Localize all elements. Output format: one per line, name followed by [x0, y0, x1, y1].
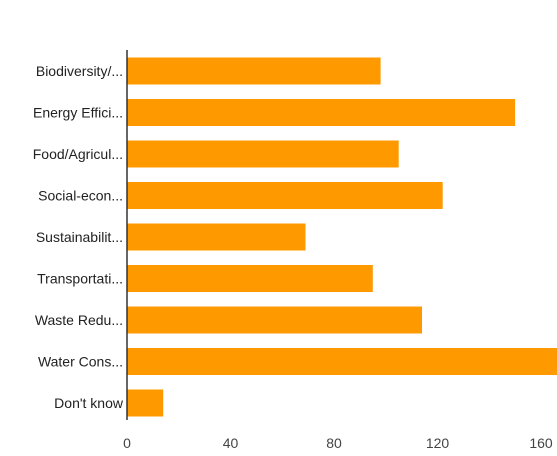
category-label: Sustainabilit... — [36, 229, 123, 245]
x-tick-label: 80 — [326, 435, 342, 451]
category-label: Energy Effici... — [33, 105, 123, 121]
x-tick-label: 160 — [529, 435, 553, 451]
category-label: Food/Agricul... — [33, 146, 123, 162]
category-label: Transportati... — [37, 271, 123, 287]
bar — [127, 389, 164, 417]
x-tick-label: 0 — [123, 435, 131, 451]
category-label: Water Cons... — [38, 354, 123, 370]
category-label: Biodiversity/... — [36, 63, 123, 79]
category-label: Waste Redu... — [35, 312, 123, 328]
bar — [127, 57, 381, 85]
bar — [127, 306, 422, 334]
bar — [127, 182, 443, 209]
x-axis-ticks: 0 40 80 120 160 — [123, 435, 553, 451]
bars-group — [127, 57, 557, 417]
bar — [127, 265, 373, 292]
category-label: Don't know — [54, 395, 124, 411]
bar — [127, 223, 306, 251]
bar — [127, 99, 516, 126]
bar — [127, 348, 557, 375]
x-tick-label: 120 — [426, 435, 450, 451]
category-label: Social-econ... — [38, 188, 123, 204]
category-labels: Biodiversity/... Energy Effici... Food/Agr… — [33, 63, 124, 411]
x-tick-label: 40 — [223, 435, 239, 451]
bar — [127, 140, 399, 168]
